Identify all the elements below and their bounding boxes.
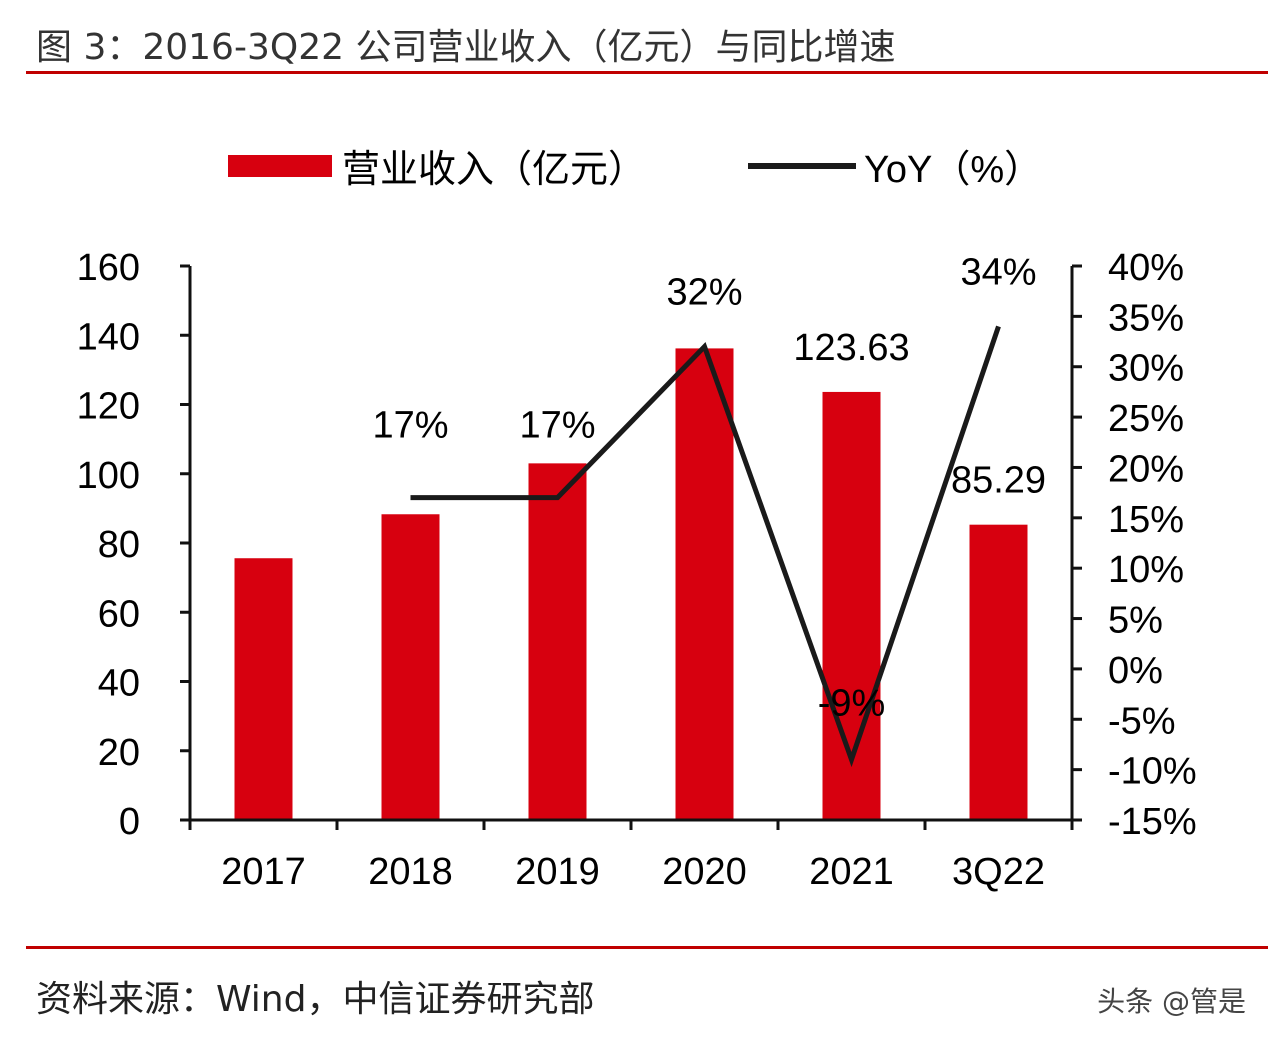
bar-2021: [822, 391, 881, 820]
right-tick-label: -15%: [1108, 801, 1197, 843]
left-tick-label: 80: [98, 524, 140, 566]
top-rule: [26, 71, 1268, 74]
bar-2019: [528, 463, 587, 820]
yoy-label-2018: 17%: [372, 405, 448, 447]
right-tick-label: -5%: [1108, 700, 1176, 742]
yoy-label-2019: 17%: [519, 405, 595, 447]
legend-line-label: YoY（%）: [864, 149, 1042, 191]
legend-bar-swatch: [228, 155, 332, 177]
source-note: 资料来源：Wind，中信证券研究部: [36, 979, 595, 1020]
x-tick-label: 2018: [368, 851, 453, 893]
x-tick-label: 2020: [662, 851, 747, 893]
chart-title: 图 3：2016-3Q22 公司营业收入（亿元）与同比增速: [36, 27, 896, 68]
bar-2020: [675, 348, 734, 820]
x-tick-label: 3Q22: [952, 851, 1045, 893]
x-tick-label: 2019: [515, 851, 600, 893]
bar-2017: [234, 558, 293, 820]
right-tick-label: 25%: [1108, 398, 1184, 440]
right-tick-label: 20%: [1108, 448, 1184, 490]
x-tick-label: 2021: [809, 851, 894, 893]
legend-bar-label: 营业收入（亿元）: [342, 149, 646, 191]
yoy-label-2020: 32%: [666, 272, 742, 314]
right-tick-label: 35%: [1108, 297, 1184, 339]
left-tick-label: 60: [98, 593, 140, 635]
bar-2018: [381, 514, 440, 820]
left-tick-label: 120: [77, 386, 140, 428]
bar-label-3Q22: 85.29: [951, 460, 1046, 502]
bar-label-2021: 123.63: [793, 327, 909, 369]
yoy-label-3Q22: 34%: [960, 251, 1036, 293]
right-tick-label: -10%: [1108, 751, 1197, 793]
right-tick-label: 0%: [1108, 650, 1163, 692]
bottom-rule: [26, 946, 1268, 949]
right-tick-label: 5%: [1108, 600, 1163, 642]
x-tick-label: 2017: [221, 851, 306, 893]
right-tick-label: 15%: [1108, 499, 1184, 541]
right-tick-label: 30%: [1108, 348, 1184, 390]
bar-3Q22: [969, 524, 1028, 820]
yoy-line: [410, 325, 1001, 768]
left-tick-label: 140: [77, 316, 140, 358]
left-tick-label: 160: [77, 247, 140, 289]
left-tick-label: 100: [77, 455, 140, 497]
right-tick-label: 40%: [1108, 247, 1184, 289]
watermark: 头条 @管是: [1097, 985, 1246, 1018]
left-tick-label: 0: [119, 801, 140, 843]
right-tick-label: 10%: [1108, 549, 1184, 591]
left-tick-label: 40: [98, 663, 140, 705]
yoy-label-2021: -9%: [818, 683, 886, 725]
left-tick-label: 20: [98, 732, 140, 774]
